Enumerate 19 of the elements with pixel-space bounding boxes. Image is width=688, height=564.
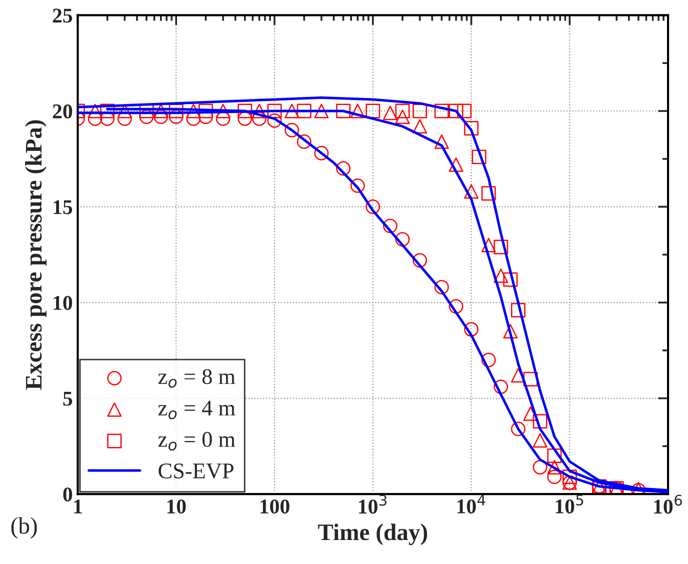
x-axis-title: Time (day) (318, 524, 428, 546)
x-tick-label: 10$^{4}$ (457, 494, 486, 514)
x-tick-label: 100 (260, 500, 290, 514)
y-tick-label: 0 (63, 487, 72, 502)
legend-label: z$_{o}$ = 4 m (158, 400, 236, 420)
legend-label: CS-EVP (158, 464, 234, 479)
x-tick-label: 10$^{6}$ (654, 494, 682, 514)
legend-label: z$_{o}$ = 8 m (158, 369, 236, 388)
x-tick-label: 10 (167, 500, 186, 514)
y-tick-label: 10 (54, 296, 72, 310)
y-tick-label: 5 (63, 392, 72, 406)
text: (b) (11, 517, 37, 539)
y-tick-label: 25 (52, 8, 72, 23)
y-tick-label: 20 (52, 104, 72, 118)
y-axis-title: Excess pore pressure (kPa) (25, 120, 46, 390)
y-tick-label: 15 (54, 200, 72, 214)
x-tick-label: 1 (74, 500, 82, 514)
x-tick-label: 10$^{3}$ (359, 494, 387, 514)
legend-label: z$_{o}$ = 0 m (158, 432, 236, 451)
